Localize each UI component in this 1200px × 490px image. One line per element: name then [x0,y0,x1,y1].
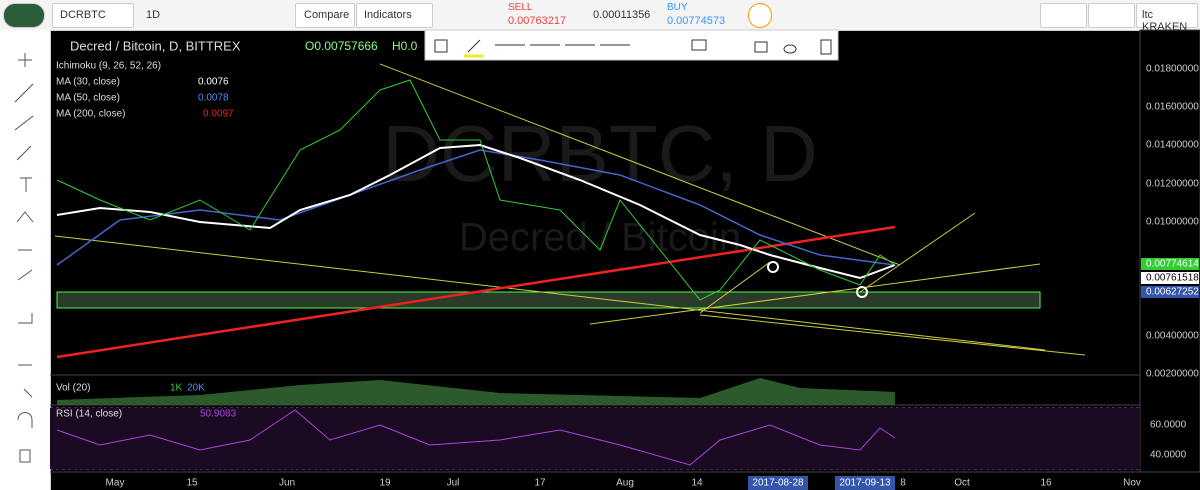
sell-label[interactable]: SELL [508,2,533,13]
price-tag [1141,286,1199,298]
ma200 [56,225,896,359]
rsi-fill [50,408,1140,469]
volume-area [57,378,895,405]
study-name: MA (30, close) [56,77,120,88]
price [56,79,896,301]
price-tag-label: 0.00627252 [1146,287,1199,298]
ohlc: H0.0 [392,39,418,53]
info-icon[interactable] [748,3,772,28]
price-label: 0.01800000 [1146,64,1199,75]
upload-button[interactable] [1088,3,1135,28]
price-tag [1141,258,1199,270]
symbol: DCRBTC [60,9,106,21]
sell-price[interactable]: 0.00763217 [508,15,567,27]
buy-price[interactable]: 0.00774573 [667,15,726,27]
marker [856,286,868,298]
time-label: 2017-08-28 [752,478,804,489]
ohlc: O0.00757666 [305,39,378,53]
price-tag-label: 0.00761518 [1146,273,1199,284]
compare[interactable]: Compare [304,9,350,21]
price-tag [1141,272,1199,284]
watermark-name: Decred / Bitcoin [459,216,741,260]
watermark-symbol: DCRBTC, D [382,109,818,198]
study-value: 0.0078 [198,93,229,104]
ma50 [56,149,896,266]
study-name: MA (50, close) [56,93,120,104]
time-label: Jun [279,478,295,489]
rsi-value: 50.9083 [200,409,237,420]
time-label: 8 [900,478,906,489]
spread: 0.00011356 [593,9,651,21]
volume-value: 1K [170,383,183,394]
cloud-button[interactable] [1040,3,1087,28]
time-label: 2017-09-13 [839,478,891,489]
compare-button[interactable] [295,3,355,28]
time-label: Aug [616,478,634,489]
broker[interactable]: ltc KRAKEN [1142,9,1188,33]
time-highlight [835,476,895,490]
interval[interactable]: 1D [146,9,161,21]
price-label: 0.01600000 [1146,102,1199,113]
time-label: 16 [1040,478,1052,489]
volume-value: 20K [187,383,205,394]
rsi-axis-label: 40.0000 [1150,450,1187,461]
logo[interactable] [3,3,45,28]
volume-name: Vol (20) [56,383,90,394]
study-value: 0.0076 [198,77,229,88]
price-label: 0.01000000 [1146,217,1199,228]
indicators[interactable]: Indicators [364,9,412,21]
price-tag-label: 0.00774614 [1146,259,1199,270]
price-label: 0.00200000 [1146,369,1199,380]
time-highlight [748,476,808,490]
time-label: 14 [691,478,703,489]
rsi-name: RSI (14, close) [56,409,122,420]
marker [767,261,779,273]
trend-lines [54,63,1086,356]
price-label: 0.01400000 [1146,140,1199,151]
rsi-axis-label: 60.0000 [1150,420,1187,431]
left-toolbar [0,30,51,490]
price-axis [1139,29,1200,473]
broker-button[interactable] [1136,3,1198,28]
top-toolbar: DCRBTC 1D Compare Indicators SELL 0.0076… [0,0,1200,33]
rsi-line [56,409,896,466]
price-label: 0.00400000 [1146,331,1199,342]
indicators-button[interactable] [356,3,433,28]
time-label: Jul [447,478,460,489]
buy-label[interactable]: BUY [667,2,688,13]
study-name: MA (200, close) [56,109,125,120]
time-label: Nov [1123,478,1141,489]
support-zone [56,291,1041,309]
time-label: May [106,478,125,489]
chart-title: Decred / Bitcoin, D, BITTREX [70,38,241,53]
study-value: 0.0097 [203,109,234,120]
time-axis: May 15 Jun 19 Jul 17 Aug 14 2017-08-28 2… [106,476,1141,490]
study-name: Ichimoku (9, 26, 52, 26) [56,61,161,72]
price-labels: 0.01800000 0.01600000 0.01400000 0.01200… [1146,64,1199,380]
time-label: 17 [534,478,546,489]
time-label: Oct [954,478,970,489]
ma30 [56,143,896,280]
symbol-box[interactable] [52,3,134,28]
drawing-toolbar[interactable] [424,29,839,61]
time-label: 15 [186,478,198,489]
time-label: 19 [379,478,391,489]
price-label: 0.01200000 [1146,179,1199,190]
